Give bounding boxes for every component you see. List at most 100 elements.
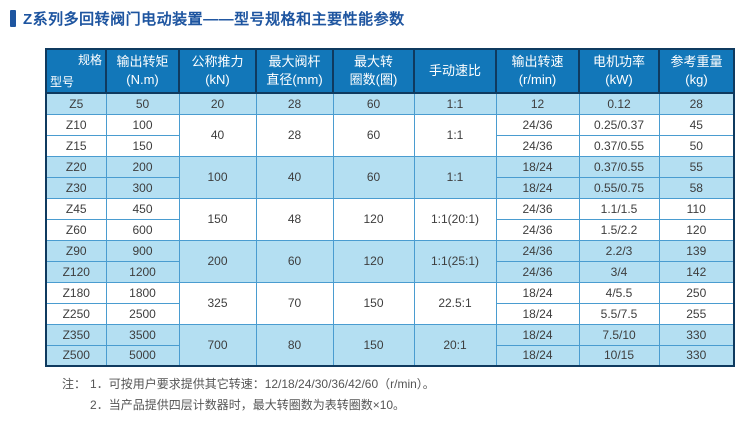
value-cell: 1200 [105,260,180,283]
table-row: Z120 1200 24/36 3/4 142 [45,260,735,283]
value-cell: 200 [178,239,257,283]
value-cell: 2500 [105,302,180,325]
note-line-1: 1．可按用户要求提供其它转速：12/18/24/30/36/42/60（r/mi… [90,377,435,391]
value-cell: 24/36 [495,197,580,220]
value-cell: 48 [255,197,334,241]
value-cell: 150 [178,197,257,241]
value-cell: 5.5/7.5 [578,302,660,325]
note-line-2: 2．当产品提供四层计数器时，最大转圈数为表转圈数×10。 [90,398,406,412]
value-cell: 60 [332,155,415,199]
value-cell: 0.37/0.55 [578,155,660,178]
table-row: Z180 1800 325 70 150 22.5:1 18/24 4/5.5 250 [45,281,735,325]
value-cell: 0.12 [578,92,660,115]
value-cell: 18/24 [495,323,580,346]
spec-table-head: 规格 型号 输出转矩 (N.m) 公称推力 (kN) 最大阀杆 直径(mm) [45,48,735,94]
value-cell: 110 [658,197,735,220]
value-cell: 2.2/3 [578,239,660,262]
value-cell: 100 [178,155,257,199]
spec-table-body: Z5 50 20 28 60 1:1 12 0.12 28 Z10 100 40 28 60 1:1 24/3… [45,92,735,367]
value-cell: 40 [178,113,257,157]
value-cell: 1800 [105,281,180,304]
value-cell: 150 [105,134,180,157]
value-cell: 70 [255,281,334,325]
value-cell: 0.25/0.37 [578,113,660,136]
value-cell: 139 [658,239,735,262]
model-cell: Z20 [45,155,107,178]
table-row: Z60 600 24/36 1.5/2.2 120 [45,218,735,241]
value-cell: 150 [332,323,415,367]
value-cell: 5000 [105,344,180,367]
model-cell: Z10 [45,113,107,136]
model-cell: Z60 [45,218,107,241]
value-cell: 24/36 [495,218,580,241]
value-cell: 450 [105,197,180,220]
value-cell: 330 [658,344,735,367]
table-row: Z500 5000 18/24 10/15 330 [45,344,735,367]
table-row: Z350 3500 700 80 150 20:1 18/24 7.5/10 330 [45,323,735,367]
value-cell: 12 [495,92,580,115]
model-cell: Z250 [45,302,107,325]
col-header-motor-power: 电机功率 (kW) [578,48,660,94]
value-cell: 58 [658,176,735,199]
value-cell: 4/5.5 [578,281,660,304]
value-cell: 200 [105,155,180,178]
header-row: 规格 型号 输出转矩 (N.m) 公称推力 (kN) 最大阀杆 直径(mm) [45,48,735,94]
value-cell: 255 [658,302,735,325]
page-title: Z系列多回转阀门电动装置——型号规格和主要性能参数 [23,11,405,28]
table-row: Z90 900 200 60 120 1:1(25:1) 24/36 2.2/3 139 [45,239,735,283]
value-cell: 700 [178,323,257,367]
value-cell: 20 [178,92,257,115]
value-cell: 18/24 [495,176,580,199]
value-cell: 28 [255,92,334,115]
value-cell: 18/24 [495,302,580,325]
col-header-max-turns: 最大转 圈数(圈) [332,48,415,94]
value-cell: 18/24 [495,281,580,304]
col-header-stem-diameter: 最大阀杆 直径(mm) [255,48,334,94]
col-header-output-speed: 输出转速 (r/min) [495,48,580,94]
table-row: Z20 200 100 40 60 1:1 18/24 0.37/0.55 55 [45,155,735,199]
model-cell: Z90 [45,239,107,262]
value-cell: 24/36 [495,260,580,283]
value-cell: 1:1 [413,92,497,115]
value-cell: 600 [105,218,180,241]
value-cell: 300 [105,176,180,199]
value-cell: 1:1(20:1) [413,197,497,241]
footnotes: 注： 1．可按用户要求提供其它转速：12/18/24/30/36/42/60（r… [62,374,435,416]
col-header-manual-ratio: 手动速比 [413,48,497,94]
corner-model-label: 型号 [50,74,75,89]
value-cell: 22.5:1 [413,281,497,325]
note-lines: 1．可按用户要求提供其它转速：12/18/24/30/36/42/60（r/mi… [90,374,435,416]
value-cell: 120 [658,218,735,241]
col-header-weight: 参考重量 (kg) [658,48,735,94]
value-cell: 28 [658,92,735,115]
table-row: Z250 2500 18/24 5.5/7.5 255 [45,302,735,325]
value-cell: 330 [658,323,735,346]
value-cell: 142 [658,260,735,283]
model-cell: Z500 [45,344,107,367]
model-cell: Z5 [45,92,107,115]
value-cell: 60 [255,239,334,283]
value-cell: 24/36 [495,239,580,262]
value-cell: 50 [105,92,180,115]
value-cell: 60 [332,113,415,157]
value-cell: 3500 [105,323,180,346]
value-cell: 28 [255,113,334,157]
value-cell: 1.1/1.5 [578,197,660,220]
table-row: Z15 150 24/36 0.37/0.55 50 [45,134,735,157]
model-cell: Z180 [45,281,107,304]
note-label: 注： [62,377,87,391]
value-cell: 1:1 [413,155,497,199]
title-accent-bar [10,10,16,27]
model-cell: Z30 [45,176,107,199]
value-cell: 250 [658,281,735,304]
value-cell: 120 [332,197,415,241]
value-cell: 900 [105,239,180,262]
value-cell: 325 [178,281,257,325]
spec-table-wrap: 规格 型号 输出转矩 (N.m) 公称推力 (kN) 最大阀杆 直径(mm) [45,48,735,367]
model-cell: Z120 [45,260,107,283]
value-cell: 18/24 [495,155,580,178]
value-cell: 20:1 [413,323,497,367]
value-cell: 0.55/0.75 [578,176,660,199]
col-header-thrust: 公称推力 (kN) [178,48,257,94]
